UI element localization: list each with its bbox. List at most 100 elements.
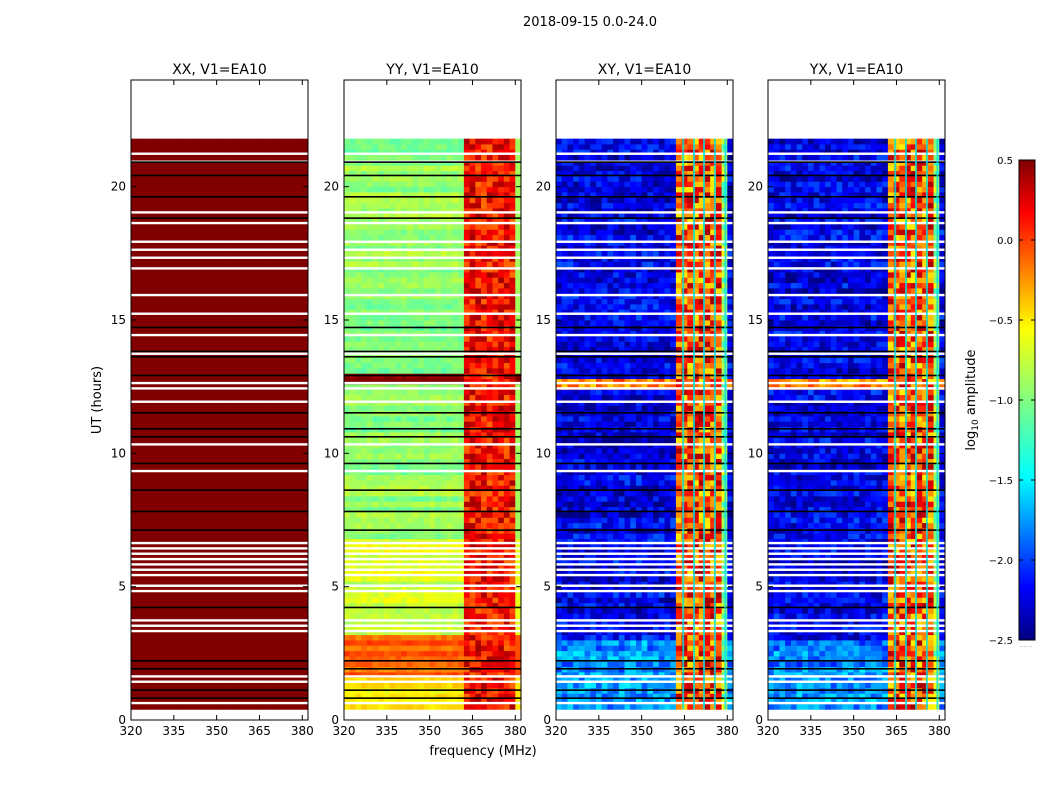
heatmap-cell xyxy=(498,650,505,657)
heatmap-cell xyxy=(245,656,252,662)
heatmap-cell xyxy=(302,394,308,401)
heatmap-cell xyxy=(182,480,189,486)
heatmap-cell xyxy=(245,384,252,390)
heatmap-cell xyxy=(205,405,212,412)
heatmap-cell xyxy=(205,261,212,268)
heatmap-cell xyxy=(176,336,183,342)
heatmap-cell xyxy=(256,613,263,620)
heatmap-cell xyxy=(435,496,442,502)
heatmap-cell xyxy=(159,501,166,508)
heatmap-cell xyxy=(250,181,258,188)
heatmap-cell xyxy=(148,170,155,177)
heatmap-cell xyxy=(355,496,362,502)
heatmap-cell xyxy=(412,522,419,529)
heatmap-cell xyxy=(481,672,488,678)
heatmap-cell xyxy=(233,346,240,353)
heatmap-cell xyxy=(142,581,149,588)
heatmap-cell xyxy=(188,672,195,678)
heatmap-cell xyxy=(228,362,235,369)
heatmap-cell xyxy=(188,261,195,268)
heatmap-cell xyxy=(250,272,258,278)
heatmap-cell xyxy=(182,378,189,385)
heatmap-cell xyxy=(475,544,482,550)
heatmap-cell xyxy=(239,634,246,641)
heatmap-cell xyxy=(199,261,206,268)
heatmap-cell xyxy=(193,522,200,529)
heatmap-cell xyxy=(441,448,448,454)
heatmap-cell xyxy=(148,490,155,497)
heatmap-cell xyxy=(401,506,408,513)
heatmap-cell xyxy=(216,677,223,684)
heatmap-cell xyxy=(170,565,178,572)
heatmap-cell xyxy=(210,613,218,620)
heatmap-cell xyxy=(486,677,493,684)
heatmap-cell xyxy=(290,661,297,668)
heatmap-cell xyxy=(245,608,252,614)
heatmap-cell xyxy=(245,682,252,689)
heatmap-cell xyxy=(475,592,482,598)
heatmap-cell xyxy=(296,282,303,289)
heatmap-cell xyxy=(222,565,229,572)
heatmap-cell xyxy=(302,640,308,646)
heatmap-cell xyxy=(481,517,488,524)
heatmap-cell xyxy=(509,645,516,652)
heatmap-cell xyxy=(159,682,166,689)
heatmap-cell xyxy=(199,245,206,252)
heatmap-cell xyxy=(296,608,303,614)
heatmap-cell xyxy=(153,613,160,620)
heatmap-cell xyxy=(302,176,308,182)
heatmap-cell xyxy=(199,672,206,678)
heatmap-cell xyxy=(344,533,351,540)
heatmap-cell xyxy=(142,554,149,561)
heatmap-cell xyxy=(395,682,402,689)
heatmap-cell xyxy=(395,677,402,684)
heatmap-cell xyxy=(250,490,258,497)
heatmap-cell xyxy=(262,448,269,454)
heatmap-cell xyxy=(216,458,223,465)
heatmap-cell xyxy=(188,320,195,326)
heatmap-cell xyxy=(193,298,200,305)
heatmap-cell xyxy=(170,560,178,566)
heatmap-cell xyxy=(273,288,280,294)
heatmap-cell xyxy=(228,320,235,326)
heatmap-cell xyxy=(515,565,521,572)
heatmap-cell xyxy=(498,682,505,689)
heatmap-cell xyxy=(452,693,459,700)
heatmap-cell xyxy=(429,576,436,582)
heatmap-cell xyxy=(492,597,499,604)
heatmap-cell xyxy=(233,677,240,684)
heatmap-cell xyxy=(361,522,368,529)
heatmap-cell xyxy=(216,277,223,284)
heatmap-cell xyxy=(441,581,448,588)
heatmap-cell xyxy=(159,224,166,230)
heatmap-cell xyxy=(446,640,453,646)
heatmap-cell xyxy=(153,277,160,284)
heatmap-cell xyxy=(205,298,212,305)
heatmap-cell xyxy=(378,538,385,545)
heatmap-cell xyxy=(344,650,351,657)
heatmap-cell xyxy=(349,490,356,497)
heatmap-cell xyxy=(176,448,183,454)
heatmap-cell xyxy=(296,448,303,454)
heatmap-cell xyxy=(193,512,200,518)
heatmap-cell xyxy=(262,560,269,566)
heatmap-cell xyxy=(182,245,189,252)
heatmap-cell xyxy=(423,549,431,556)
heatmap-cell xyxy=(452,704,459,710)
heatmap-cell xyxy=(153,538,160,545)
heatmap-cell xyxy=(216,464,223,470)
heatmap-cell xyxy=(498,554,505,561)
heatmap-cell xyxy=(279,234,286,241)
heatmap-cell xyxy=(199,565,206,572)
heatmap-cell xyxy=(423,613,431,620)
heatmap-cell xyxy=(378,480,385,486)
heatmap-cell xyxy=(239,698,246,705)
heatmap-cell xyxy=(509,506,516,513)
heatmap-cell xyxy=(290,677,297,684)
heatmap-cell xyxy=(463,608,471,614)
heatmap-cell xyxy=(205,634,212,641)
heatmap-cell xyxy=(268,378,275,385)
heatmap-cell xyxy=(452,570,459,577)
heatmap-cell xyxy=(366,453,373,460)
heatmap-cell xyxy=(216,272,223,278)
